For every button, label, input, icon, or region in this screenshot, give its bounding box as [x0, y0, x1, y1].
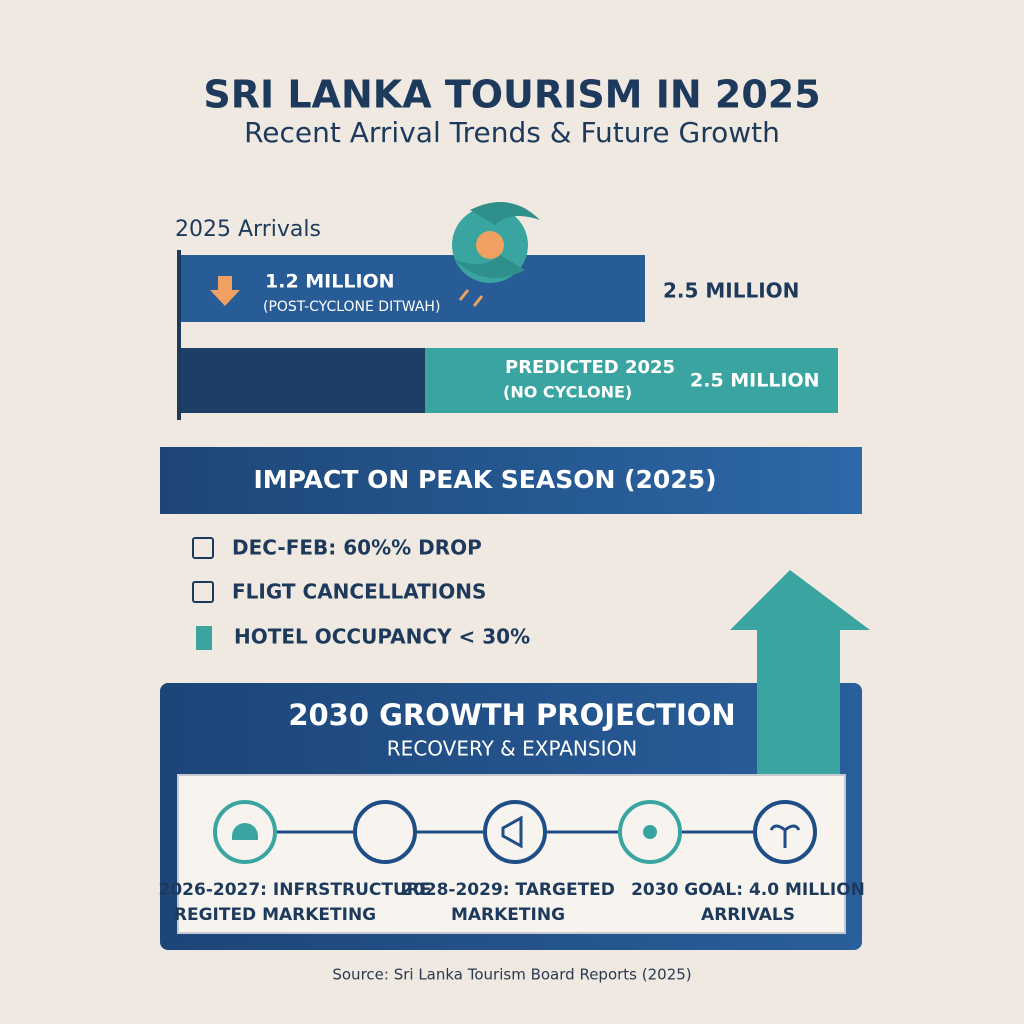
impact-item: FLIGT CANCELLATIONS: [232, 580, 486, 604]
comparison-value: 2.5 MILLION: [663, 279, 799, 303]
impact-item: HOTEL OCCUPANCY < 30%: [234, 625, 530, 649]
impact-list: DEC-FEB: 60%% DROP FLIGT CANCELLATIONS H…: [192, 536, 530, 650]
predicted-bar-base: [178, 348, 425, 413]
predicted-value: 2.5 MILLION: [690, 370, 820, 392]
helmet-icon: [232, 823, 258, 840]
growth-arrow: [730, 570, 870, 775]
projection-title: 2030 GROWTH PROJECTION: [288, 698, 735, 732]
predicted-note: (NO CYCLONE): [503, 383, 632, 402]
milestone-text: REGITED MARKETING: [174, 905, 376, 925]
impact-title: IMPACT ON PEAK SEASON (2025): [253, 465, 716, 494]
impact-banner: [160, 447, 862, 514]
calendar-icon: [192, 581, 214, 603]
milestone-text: ARRIVALS: [701, 905, 795, 925]
title: SRI LANKA TOURISM IN 2025: [203, 73, 820, 117]
hotel-icon: [196, 626, 212, 650]
predicted-bar: [425, 348, 838, 413]
actual-value: 1.2 MILLION: [265, 271, 395, 293]
calendar-icon: [192, 537, 214, 559]
cyclone-icon: [452, 202, 540, 307]
down-arrow-icon: [210, 276, 240, 306]
actual-note: (POST-CYCLONE DITWAH): [263, 299, 440, 315]
projection-subtitle: RECOVERY & EXPANSION: [387, 737, 637, 761]
arrivals-label: 2025 Arrivals: [175, 217, 321, 242]
source-note: Source: Sri Lanka Tourism Board Reports …: [332, 966, 691, 984]
milestone-text: 2030 GOAL: 4.0 MILLION: [631, 880, 865, 900]
megaphone-icon: [501, 815, 523, 849]
timeline-nodes: [213, 800, 817, 864]
milestone-text: MARKETING: [451, 905, 565, 925]
impact-item: DEC-FEB: 60%% DROP: [232, 536, 482, 560]
actual-bar: [178, 255, 645, 322]
timeline-node: [353, 800, 417, 864]
palm-icon: [769, 824, 801, 848]
sun-icon: [643, 825, 657, 839]
milestone-text: 2028-2029: TARGETED: [401, 880, 615, 900]
milestone-text: 2026-2027: INFRSTRUCTURE: [159, 880, 432, 900]
timeline-node: [483, 800, 547, 864]
subtitle: Recent Arrival Trends & Future Growth: [244, 116, 780, 149]
predicted-label: PREDICTED 2025: [505, 357, 675, 378]
